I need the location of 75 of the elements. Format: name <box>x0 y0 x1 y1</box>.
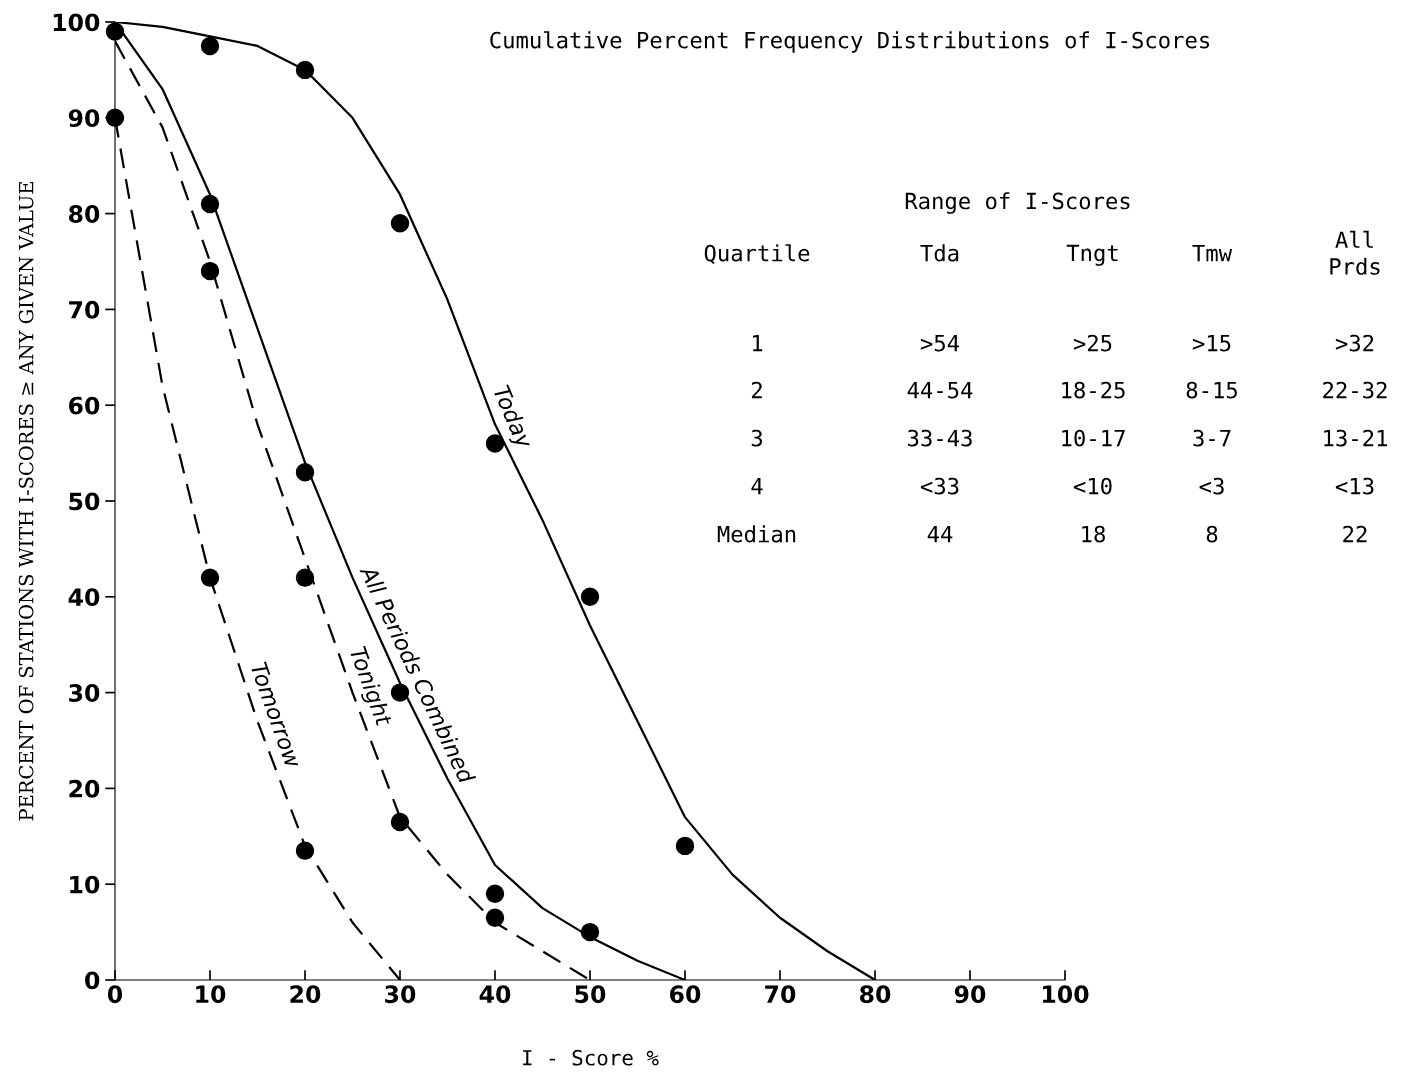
x-tick-label: 0 <box>107 985 123 1004</box>
point <box>295 841 315 860</box>
y-axis-title: PERCENT OF STATIONS WITH I-SCORES ≥ ANY GIVEN VALUE <box>18 182 34 821</box>
point <box>390 683 410 702</box>
text: <13 <box>1335 477 1374 495</box>
x-tick-label: 10 <box>196 985 226 1004</box>
point <box>390 812 410 832</box>
text: Tmw <box>1192 244 1233 262</box>
annotation: <33 <box>920 477 959 495</box>
point <box>580 587 600 607</box>
annotation: Tda <box>920 244 959 262</box>
point <box>105 22 125 41</box>
y-tick-label: 80 <box>69 205 100 223</box>
text: Tngt <box>1066 244 1118 266</box>
x-tick-label: 70 <box>765 985 796 1004</box>
x-tick-label: 40 <box>479 985 511 1004</box>
text: 8 <box>1206 525 1218 543</box>
x-tick-label: 30 <box>385 985 416 1004</box>
point <box>105 108 125 128</box>
annotation: 4 <box>751 477 763 495</box>
annotation: Quartile <box>704 244 810 265</box>
point <box>295 568 315 587</box>
point <box>295 463 315 482</box>
annotation: 1 <box>752 334 763 352</box>
point <box>390 213 410 233</box>
x-tick-label: 60 <box>670 985 701 1004</box>
y-tick-label: 60 <box>69 396 100 415</box>
annotation: 44 <box>927 525 953 543</box>
point <box>295 60 315 80</box>
text: Today <box>488 383 535 452</box>
point <box>200 568 220 587</box>
point <box>675 836 695 856</box>
annotation: >54 <box>920 334 960 352</box>
text: 8-15 <box>1186 381 1237 399</box>
y-tick-label: 20 <box>69 779 100 798</box>
x-tick-label: 20 <box>290 985 321 1004</box>
annotation: 44-54 <box>907 381 973 399</box>
y-tick-label: 0 <box>85 971 100 990</box>
x-axis-title: I - Score % <box>523 1049 659 1066</box>
text: >32 <box>1335 334 1374 352</box>
y-tick-label: 10 <box>70 875 100 894</box>
point <box>200 261 220 281</box>
x-tick-label: 50 <box>575 985 606 1004</box>
annotation: Median <box>717 525 796 543</box>
text: >25 <box>1073 334 1112 352</box>
text: 22-32 <box>1323 381 1387 399</box>
y-tick-label: 100 <box>53 13 100 32</box>
x-tick-label: 90 <box>954 985 986 1004</box>
text: 3-7 <box>1193 429 1231 447</box>
y-tick-label: 40 <box>68 588 100 607</box>
point <box>485 908 505 927</box>
annotation: 33-43 <box>908 429 972 447</box>
y-tick-label: 50 <box>69 492 100 511</box>
annotation: 2 <box>751 381 762 399</box>
x-tick-label: 80 <box>860 985 891 1004</box>
annotation: 3 <box>751 429 763 447</box>
y-tick-label: 90 <box>68 109 100 128</box>
point <box>485 884 505 903</box>
annotation: 10-17 <box>1062 429 1125 447</box>
chart-title: Cumulative Percent Frequency Distributions of I-Scores <box>490 31 1210 53</box>
text: <10 <box>1073 477 1112 495</box>
text: All Prds <box>1330 230 1380 275</box>
text: 18 <box>1082 525 1105 543</box>
y-tick-label: 70 <box>69 300 100 319</box>
annotation: Range of I-Scores <box>905 192 1130 214</box>
x-tick-label: 100 <box>1043 985 1089 1004</box>
text: 13-21 <box>1324 429 1387 447</box>
annotation: 18-25 <box>1062 381 1125 399</box>
point <box>200 194 220 214</box>
text: >15 <box>1192 334 1231 352</box>
text: 22 <box>1343 525 1367 543</box>
point <box>200 36 220 56</box>
y-tick-label: 30 <box>69 684 100 702</box>
point <box>580 922 600 942</box>
text: <3 <box>1199 477 1224 495</box>
